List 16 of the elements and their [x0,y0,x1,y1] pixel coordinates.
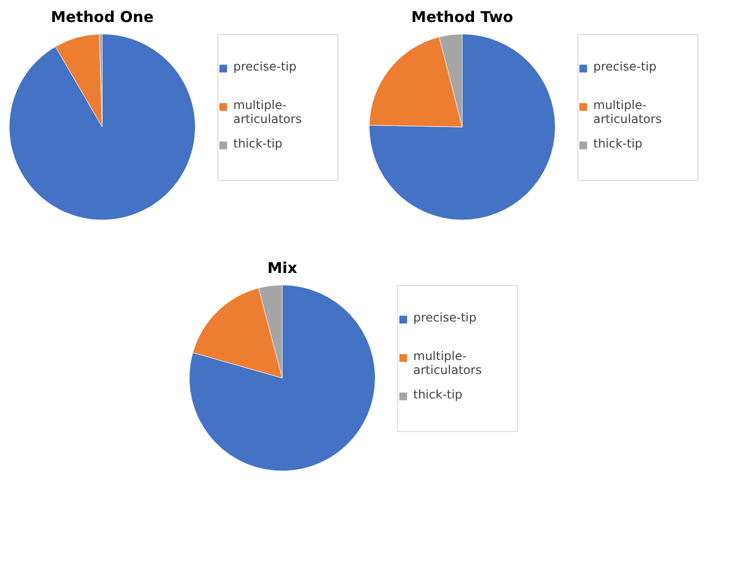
legend-label: thick-tip [233,136,282,150]
legend-label: precise-tip [233,60,296,74]
legend-label: multiple-articulators [593,98,662,126]
pie-slice [192,288,282,378]
chart-title: Mix [267,259,298,277]
legend-label: precise-tip [593,60,656,74]
legend-label: precise-tip [413,310,476,325]
chart-title: Method Two [411,8,514,26]
legend-label: multiple-articulators [233,98,302,126]
pie-slice [189,284,376,472]
legend-label: multiple-articulators [413,349,482,377]
pie-slice [9,34,196,220]
pie-slice [369,34,556,220]
chart-title: Method One [50,8,154,26]
legend-label: thick-tip [413,387,462,402]
legend-label: thick-tip [593,136,642,150]
